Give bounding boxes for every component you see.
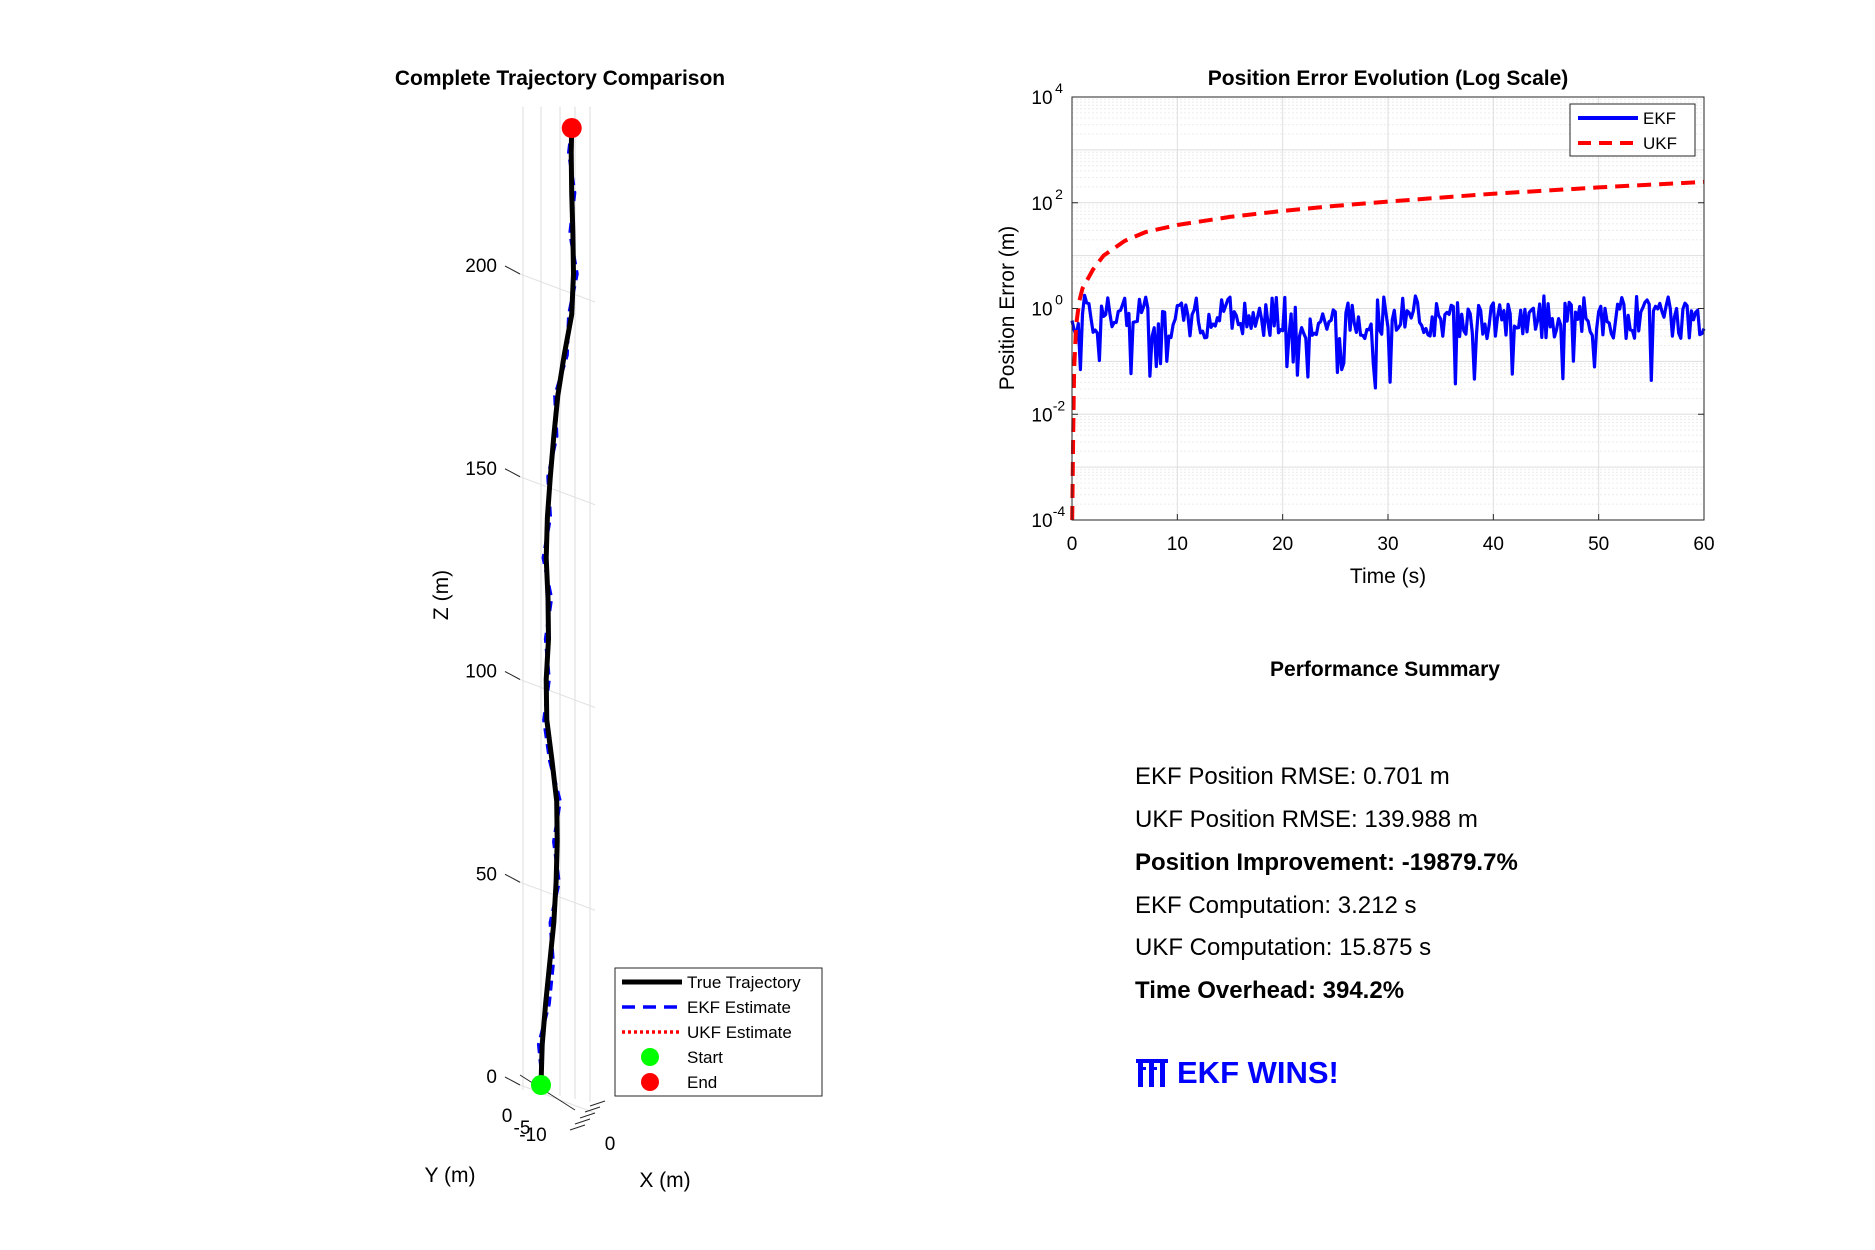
y-tick-label: 10: [1031, 300, 1052, 321]
end-marker: [561, 118, 582, 139]
grid-z: [519, 476, 596, 506]
z-tick-label: 100: [465, 662, 497, 683]
error-series: [1070, 179, 1706, 521]
ekf-estimate-line: [536, 127, 579, 1086]
y-tick-exponent: -2: [1053, 397, 1066, 413]
start-marker: [531, 1075, 551, 1095]
legend-ukf-name: UKF: [1643, 134, 1677, 153]
legend-ekf-name: EKF: [1643, 109, 1676, 128]
x-axis-label: X (m): [639, 1169, 690, 1192]
z-tick: [504, 265, 521, 275]
x-tick: [584, 1106, 601, 1113]
overhead-line: Time Overhead: 394.2%: [1135, 977, 1405, 1004]
improvement-line: Position Improvement: -19879.7%: [1135, 849, 1518, 876]
legend-start-marker: [641, 1048, 659, 1066]
x-tick: [574, 1118, 591, 1125]
trophy-icon: [1136, 1059, 1168, 1087]
grid-z: [519, 679, 596, 708]
winner-text: EKF WINS!: [1177, 1055, 1339, 1090]
x-tick-label: 0: [605, 1134, 616, 1155]
z-tick: [504, 671, 521, 680]
x-tick-label: 40: [1483, 534, 1504, 555]
error-axis-label: Position Error (m): [996, 226, 1019, 391]
x-tick-label: 30: [1377, 534, 1398, 555]
y-tick-label: -5: [514, 1118, 531, 1139]
trajectory-legend: True Trajectory EKF Estimate UKF Estimat…: [614, 967, 823, 1097]
y-tick-exponent: 0: [1055, 292, 1063, 308]
error-legend-box: [1569, 103, 1696, 157]
y-tick-label: 10: [1031, 405, 1052, 426]
trajectory-title: Complete Trajectory Comparison: [395, 67, 725, 90]
y-tick-label: -10: [519, 1125, 546, 1146]
y-axis-label: Y (m): [425, 1164, 476, 1187]
legend-end-marker: [641, 1073, 659, 1091]
trajectory-series: [531, 118, 582, 1095]
z-axis-label: Z (m): [430, 570, 453, 620]
z-tick: [504, 468, 521, 478]
z-tick: [504, 1076, 521, 1086]
y-tick-exponent: -4: [1053, 503, 1066, 519]
performance-summary: Performance Summary EKF Position RMSE: 0…: [1105, 0, 1665, 1250]
ukf-time-line: UKF Computation: 15.875 s: [1135, 934, 1432, 961]
legend-end-label: End: [687, 1073, 717, 1092]
x-tick: [569, 1124, 586, 1131]
trajectory-grid: [519, 106, 596, 1114]
ekf-error-line: [1070, 293, 1706, 390]
error-legend: EKF UKF: [1569, 103, 1696, 157]
time-axis-label: Time (s): [1350, 565, 1426, 588]
y-tick-label: 10: [1031, 194, 1052, 215]
x-tick-label: 20: [1272, 534, 1293, 555]
x-tick: [589, 1100, 606, 1107]
error-ticks: 10 -410 -210 010 210 40 10 20 30 40 50 60: [1031, 80, 1714, 555]
ekf-time-line: EKF Computation: 3.212 s: [1135, 892, 1417, 919]
legend-true-label: True Trajectory: [687, 973, 801, 992]
ukf-rmse-line: UKF Position RMSE: 139.988 m: [1135, 806, 1478, 833]
error-axes: Position Error Evolution (Log Scale) 10-…: [996, 67, 1715, 588]
z-tick-label: 50: [476, 864, 497, 885]
legend-ekf-label: EKF Estimate: [687, 998, 791, 1017]
z-tick-label: 0: [486, 1067, 497, 1088]
true-trajectory-line: [538, 127, 576, 1086]
winner-banner: EKF WINS!: [1135, 1055, 1339, 1091]
error-title: Position Error Evolution (Log Scale): [1208, 67, 1569, 90]
z-tick-label: 150: [465, 459, 497, 480]
ekf-rmse-line: EKF Position RMSE: 0.701 m: [1135, 763, 1450, 790]
y-tick-exponent: 2: [1055, 186, 1063, 202]
summary-title: Performance Summary: [1270, 658, 1500, 681]
x-tick-label: 0: [1067, 534, 1078, 555]
y-tick-label: 10: [1031, 511, 1052, 532]
x-tick: [579, 1112, 596, 1119]
legend-start-label: Start: [687, 1048, 723, 1067]
z-tick-label: 200: [465, 256, 497, 277]
grid-z: [519, 273, 596, 303]
x-tick-label: 50: [1588, 534, 1609, 555]
x-tick-label: 60: [1693, 534, 1714, 555]
legend-ukf-label: UKF Estimate: [687, 1023, 792, 1042]
x-tick-label: 10: [1167, 534, 1188, 555]
ukf-error-line: [1070, 179, 1705, 521]
y-tick-label: 10: [1031, 88, 1052, 109]
y-tick-label: 0: [502, 1106, 513, 1127]
trajectory-axes: Complete Trajectory Comparison 0 50 100 150…: [395, 67, 823, 1192]
z-tick: [504, 873, 521, 883]
y-tick-exponent: 4: [1055, 80, 1063, 96]
